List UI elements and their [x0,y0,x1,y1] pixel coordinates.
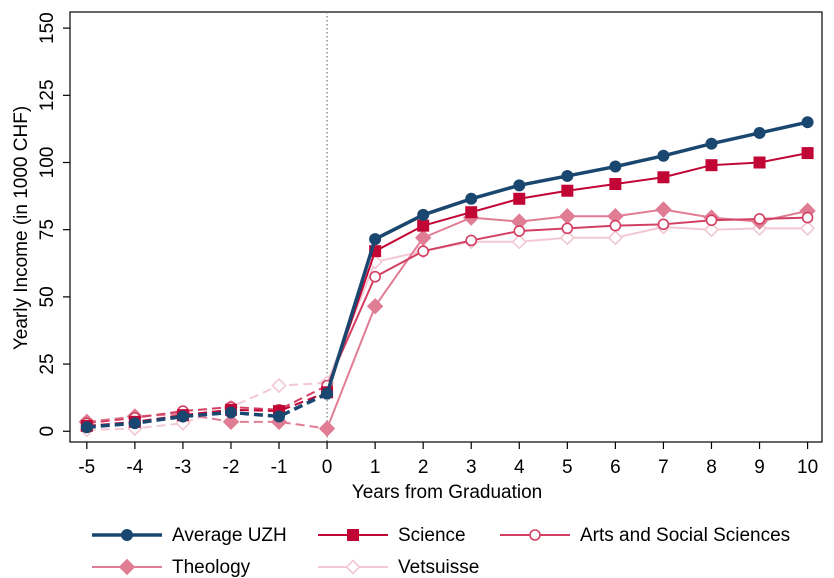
series-line [86,412,328,430]
marker [705,159,718,172]
marker [655,201,672,218]
marker [273,410,286,423]
legend-marker [529,529,541,541]
plot-frame [69,11,823,443]
series [80,147,814,432]
x-tick-label: 0 [322,457,333,478]
x-tick-label: -3 [174,457,191,478]
x-tick-label: -2 [223,457,240,478]
series [78,201,816,437]
marker [705,137,718,150]
y-tick-label: 100 [37,147,58,179]
legend-item: Average UZH [92,525,287,546]
marker [559,208,576,225]
marker [465,192,478,205]
x-tick-label: 1 [370,457,381,478]
marker [80,421,93,434]
marker [465,206,478,219]
legend-label: Average UZH [172,525,287,546]
x-axis-title: Years from Graduation [352,482,542,503]
marker [705,214,718,227]
x-tick-label: -4 [126,457,143,478]
legend-item: Theology [92,557,251,578]
marker [753,126,766,139]
legend-item: Vetsuisse [318,557,479,578]
x-tick-label: 7 [658,457,669,478]
y-tick-label: 0 [37,426,58,437]
marker [513,225,526,237]
marker [417,245,429,257]
y-tick-label: 75 [37,219,58,240]
marker [513,179,526,192]
y-axis-title: Yearly Income (in 1000 CHF) [11,106,32,350]
marker [417,208,430,221]
legend-label: Vetsuisse [398,557,479,578]
marker [128,417,141,430]
marker [801,211,814,224]
series [81,211,814,429]
legend-label: Science [398,525,466,546]
legend-label: Theology [172,557,251,578]
marker [609,178,622,190]
legend-marker [345,559,361,575]
y-tick-label: 125 [37,79,58,111]
x-tick-label: 5 [562,457,573,478]
legend-label: Arts and Social Sciences [580,525,790,546]
series [80,116,814,434]
x-tick-label: -5 [78,457,95,478]
marker [414,229,432,246]
marker [224,406,237,419]
legend-marker [121,529,133,541]
marker [561,184,574,197]
y-tick-label: 25 [37,353,58,374]
marker [366,298,384,315]
marker [321,387,334,400]
x-tick-label: 4 [514,457,525,478]
marker [559,230,575,246]
marker [753,213,766,225]
marker [799,220,816,236]
legend-marker [118,558,136,576]
marker [657,149,670,162]
marker [657,171,670,184]
marker [607,230,624,246]
marker [318,420,336,437]
y-tick-label: 150 [37,12,58,44]
x-tick-label: 2 [418,457,429,478]
legend-marker [347,529,359,541]
x-tick-label: 8 [706,457,717,478]
series [79,219,816,438]
series-line [86,391,328,427]
x-tick-label: 3 [466,457,477,478]
marker [465,234,478,247]
marker [561,222,574,235]
marker [561,169,574,182]
series-line [86,392,328,429]
legend-item: Arts and Social Sciences [500,525,790,546]
marker [417,219,430,232]
marker [369,233,382,246]
marker [609,160,622,173]
marker [513,192,526,205]
marker [609,219,622,232]
x-tick-label: 6 [610,457,621,478]
x-tick-label: 9 [754,457,765,478]
series-line [326,225,808,384]
marker [657,218,670,231]
marker [222,413,240,431]
marker [801,116,814,129]
marker [801,147,814,160]
marker [176,410,189,423]
marker [511,234,527,250]
marker [271,377,287,394]
marker [703,222,720,238]
x-tick-label: 10 [797,457,818,478]
marker [369,270,381,283]
marker [753,156,766,169]
series-line [86,384,328,425]
x-tick-label: -1 [271,457,288,478]
legend-item: Science [318,525,466,546]
y-tick-label: 50 [37,286,58,307]
